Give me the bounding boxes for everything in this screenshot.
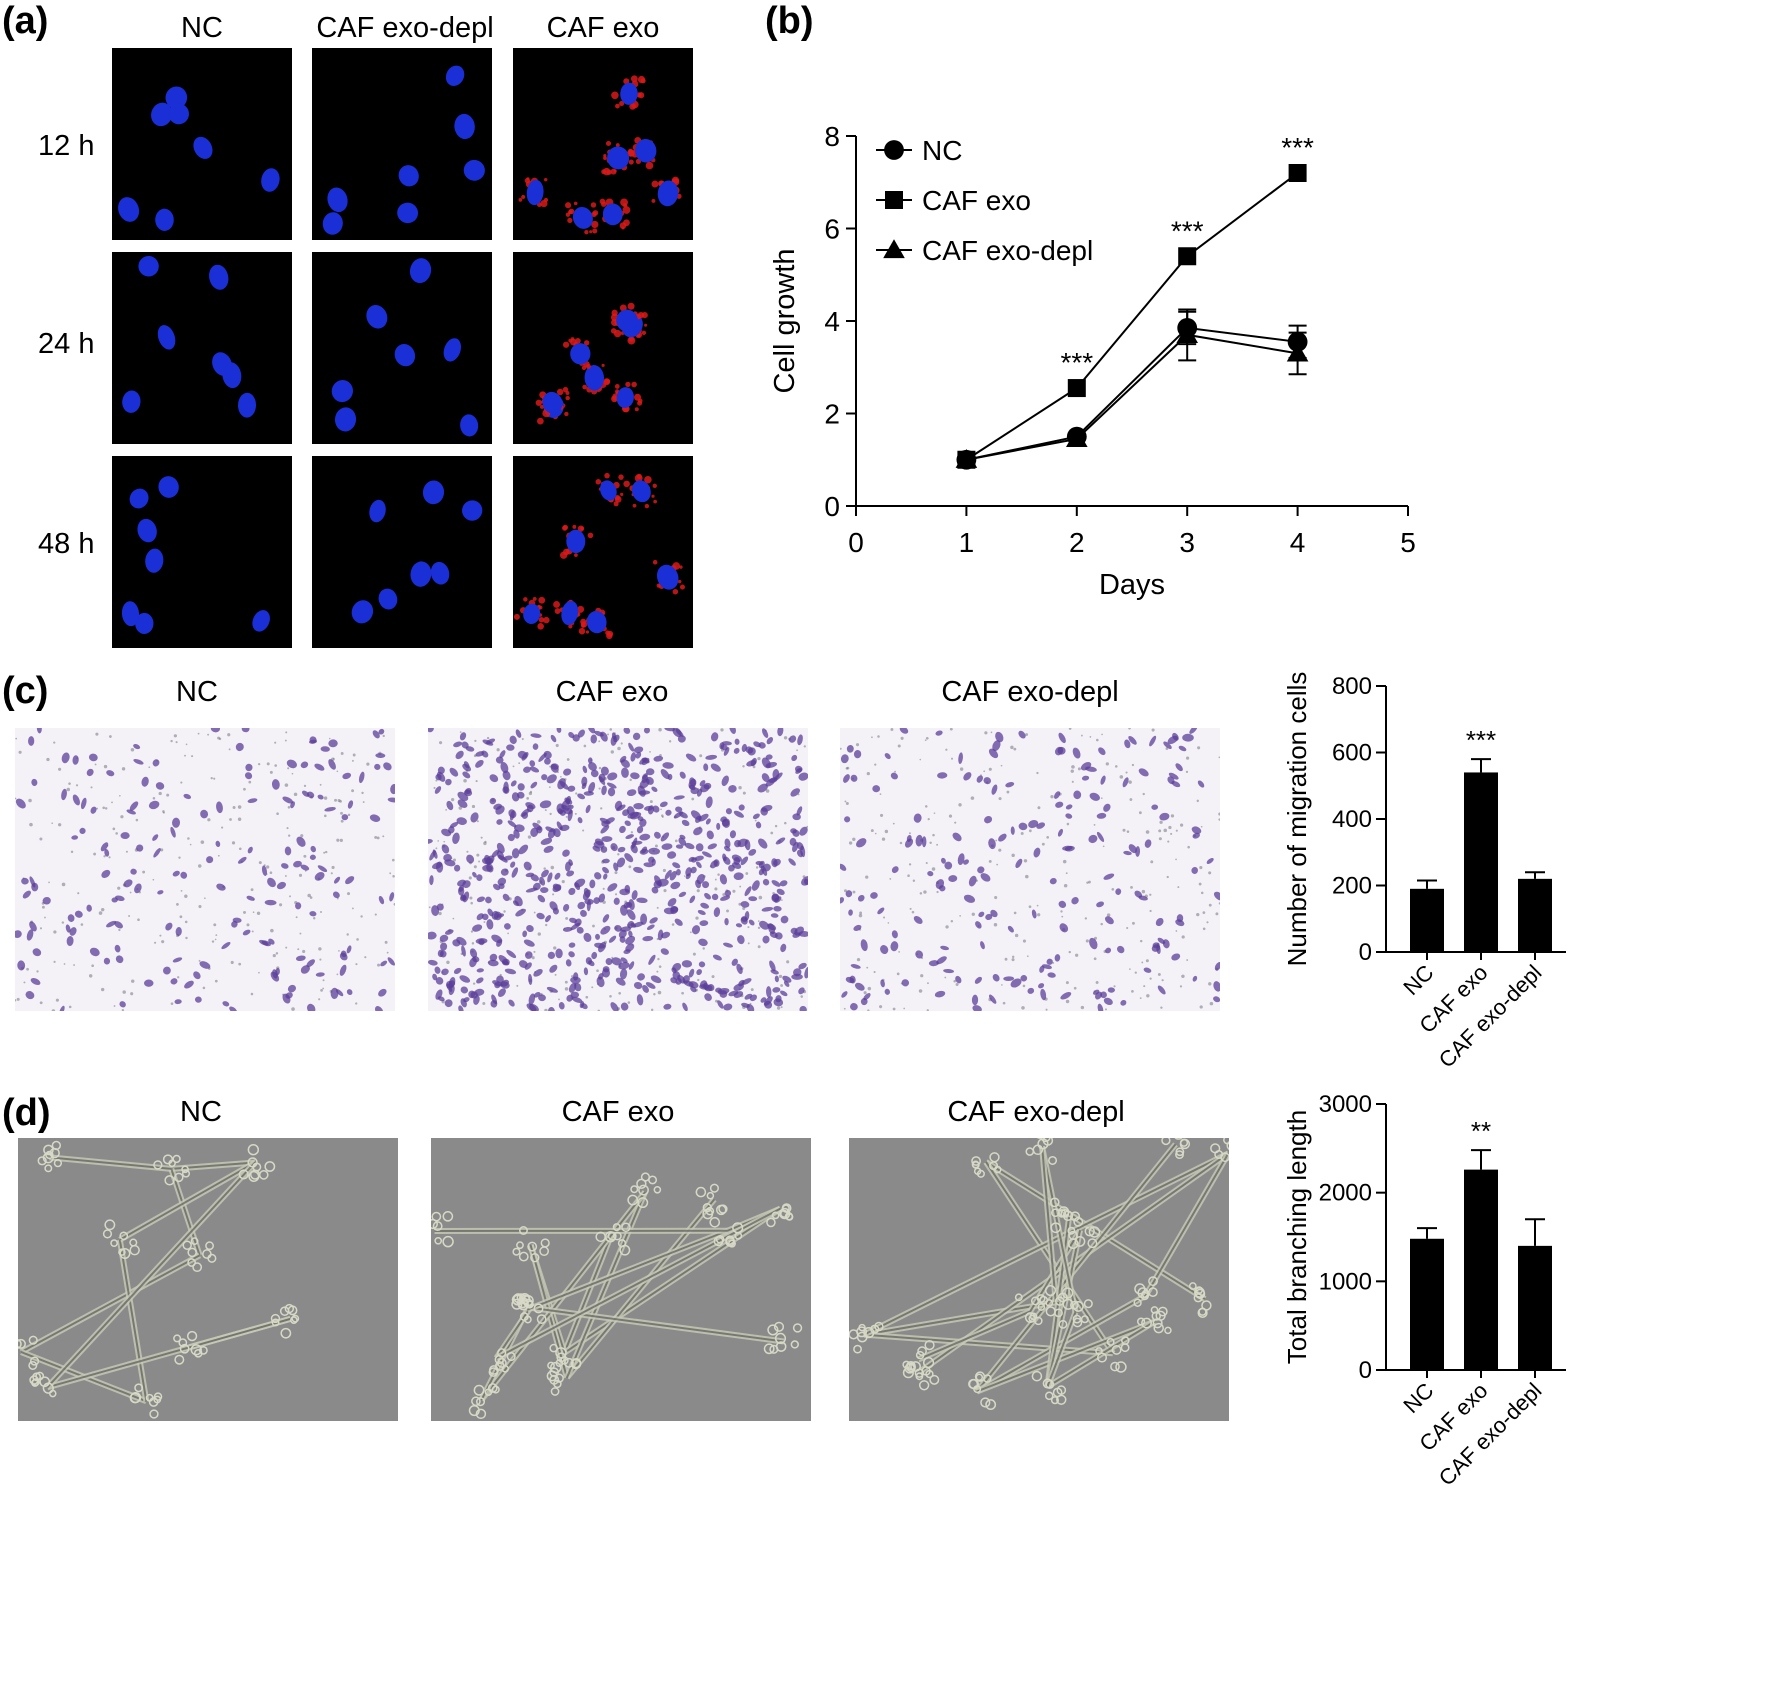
significance-label: *** [1060,347,1093,378]
series-line [965,172,1299,461]
y-tick-label: 200 [1332,873,1372,900]
legend-label: CAF exo [922,185,1031,216]
x-axis-label: Days [1099,569,1165,601]
y-tick-label: 0 [1359,939,1372,966]
data-point [1178,247,1197,266]
x-tick-label: NC [1398,1378,1438,1418]
panel-d-col-title-caf-exo: CAF exo [561,1096,675,1128]
x-tick-label: 1 [959,527,975,558]
transwell-image [840,728,1220,1011]
panel-a-col-title-caf-exo: CAF exo [546,12,660,44]
y-tick-label: 2000 [1319,1180,1372,1207]
data-point [1066,428,1088,448]
series-line [966,326,1298,461]
bar [1518,1245,1552,1370]
fluorescence-image [112,252,292,444]
significance-label: *** [1281,132,1314,163]
panel-c-col-title-nc: NC [176,676,218,708]
panel-c-label: (c) [2,670,49,712]
fluorescence-image [312,252,492,444]
data-point [1288,164,1307,182]
significance-label: *** [1171,215,1204,246]
y-tick-label: 600 [1332,740,1372,767]
significance-label: *** [1466,725,1496,755]
x-tick-label: 4 [1290,527,1306,558]
legend-label: CAF exo-depl [922,235,1093,266]
legend-marker [884,140,904,160]
bar [1464,772,1498,952]
legend-marker [883,239,905,259]
y-axis-label: Cell growth [769,248,801,393]
legend-marker [885,191,903,209]
x-tick-label: 2 [1069,527,1085,558]
panel-a-col-title-caf-exo-depl: CAF exo-depl [316,12,494,44]
y-tick-label: 0 [1359,1357,1372,1384]
tube-formation-image [431,1138,811,1421]
legend-label: NC [922,135,962,166]
fluorescence-image [112,456,292,648]
panel-c-col-title-caf-exo-depl: CAF exo-depl [941,676,1119,708]
data-point [955,448,978,468]
y-tick-label: 1000 [1319,1268,1372,1295]
x-tick-label: 0 [848,527,864,558]
y-axis-label: Total branching length [1282,1110,1312,1364]
panel-a-row-title-48h: 48 h [38,528,95,560]
panel-a-row-title-24h: 24 h [38,328,95,360]
y-tick-label: 800 [1332,673,1372,700]
fluorescence-image [312,456,492,648]
y-tick-label: 8 [824,121,840,152]
transwell-image [15,728,395,1011]
tube-formation-image [849,1138,1229,1421]
y-tick-label: 0 [824,491,840,522]
fluorescence-image [513,48,693,240]
panel-d-label: (d) [2,1092,51,1134]
bar [1410,888,1444,952]
panel-c-col-title-caf-exo: CAF exo [555,676,669,708]
y-tick-label: 3000 [1319,1091,1372,1118]
panel-a-label: (a) [2,0,49,42]
bar [1410,1238,1444,1370]
series-line [966,333,1298,461]
fluorescence-image [513,252,693,444]
migration-bar-chart: 0 200 400 600 800 Number of migration cells NC… [1282,672,1566,1073]
significance-label: ** [1471,1116,1491,1146]
fluorescence-image [513,456,693,648]
panel-b-label: (b) [765,0,814,42]
panel-a-row-title-12h: 12 h [38,130,95,162]
cell-growth-line-chart: 0 2 4 6 8 0 1 2 3 4 5 Days Cell growth *** *** *** NC CAF… [769,121,1416,601]
y-axis-label: Number of migration cells [1282,672,1312,967]
bar [1518,878,1552,952]
y-tick-label: 400 [1332,806,1372,833]
panel-a-col-title-nc: NC [181,12,223,44]
data-point [1176,324,1198,343]
x-tick-label: 5 [1400,527,1416,558]
y-tick-label: 6 [824,214,840,245]
panel-d-col-title-nc: NC [180,1096,222,1128]
bar [1464,1169,1498,1370]
y-tick-label: 4 [824,306,840,337]
fluorescence-image [112,48,292,240]
fluorescence-image [312,48,492,240]
data-point [1067,379,1086,398]
y-tick-label: 2 [824,399,840,430]
data-point [1286,342,1309,362]
transwell-image [428,728,808,1011]
x-tick-label: 3 [1179,527,1195,558]
tube-formation-image [18,1138,398,1421]
x-tick-label: NC [1398,960,1438,1000]
panel-d-col-title-caf-exo-depl: CAF exo-depl [947,1096,1125,1128]
